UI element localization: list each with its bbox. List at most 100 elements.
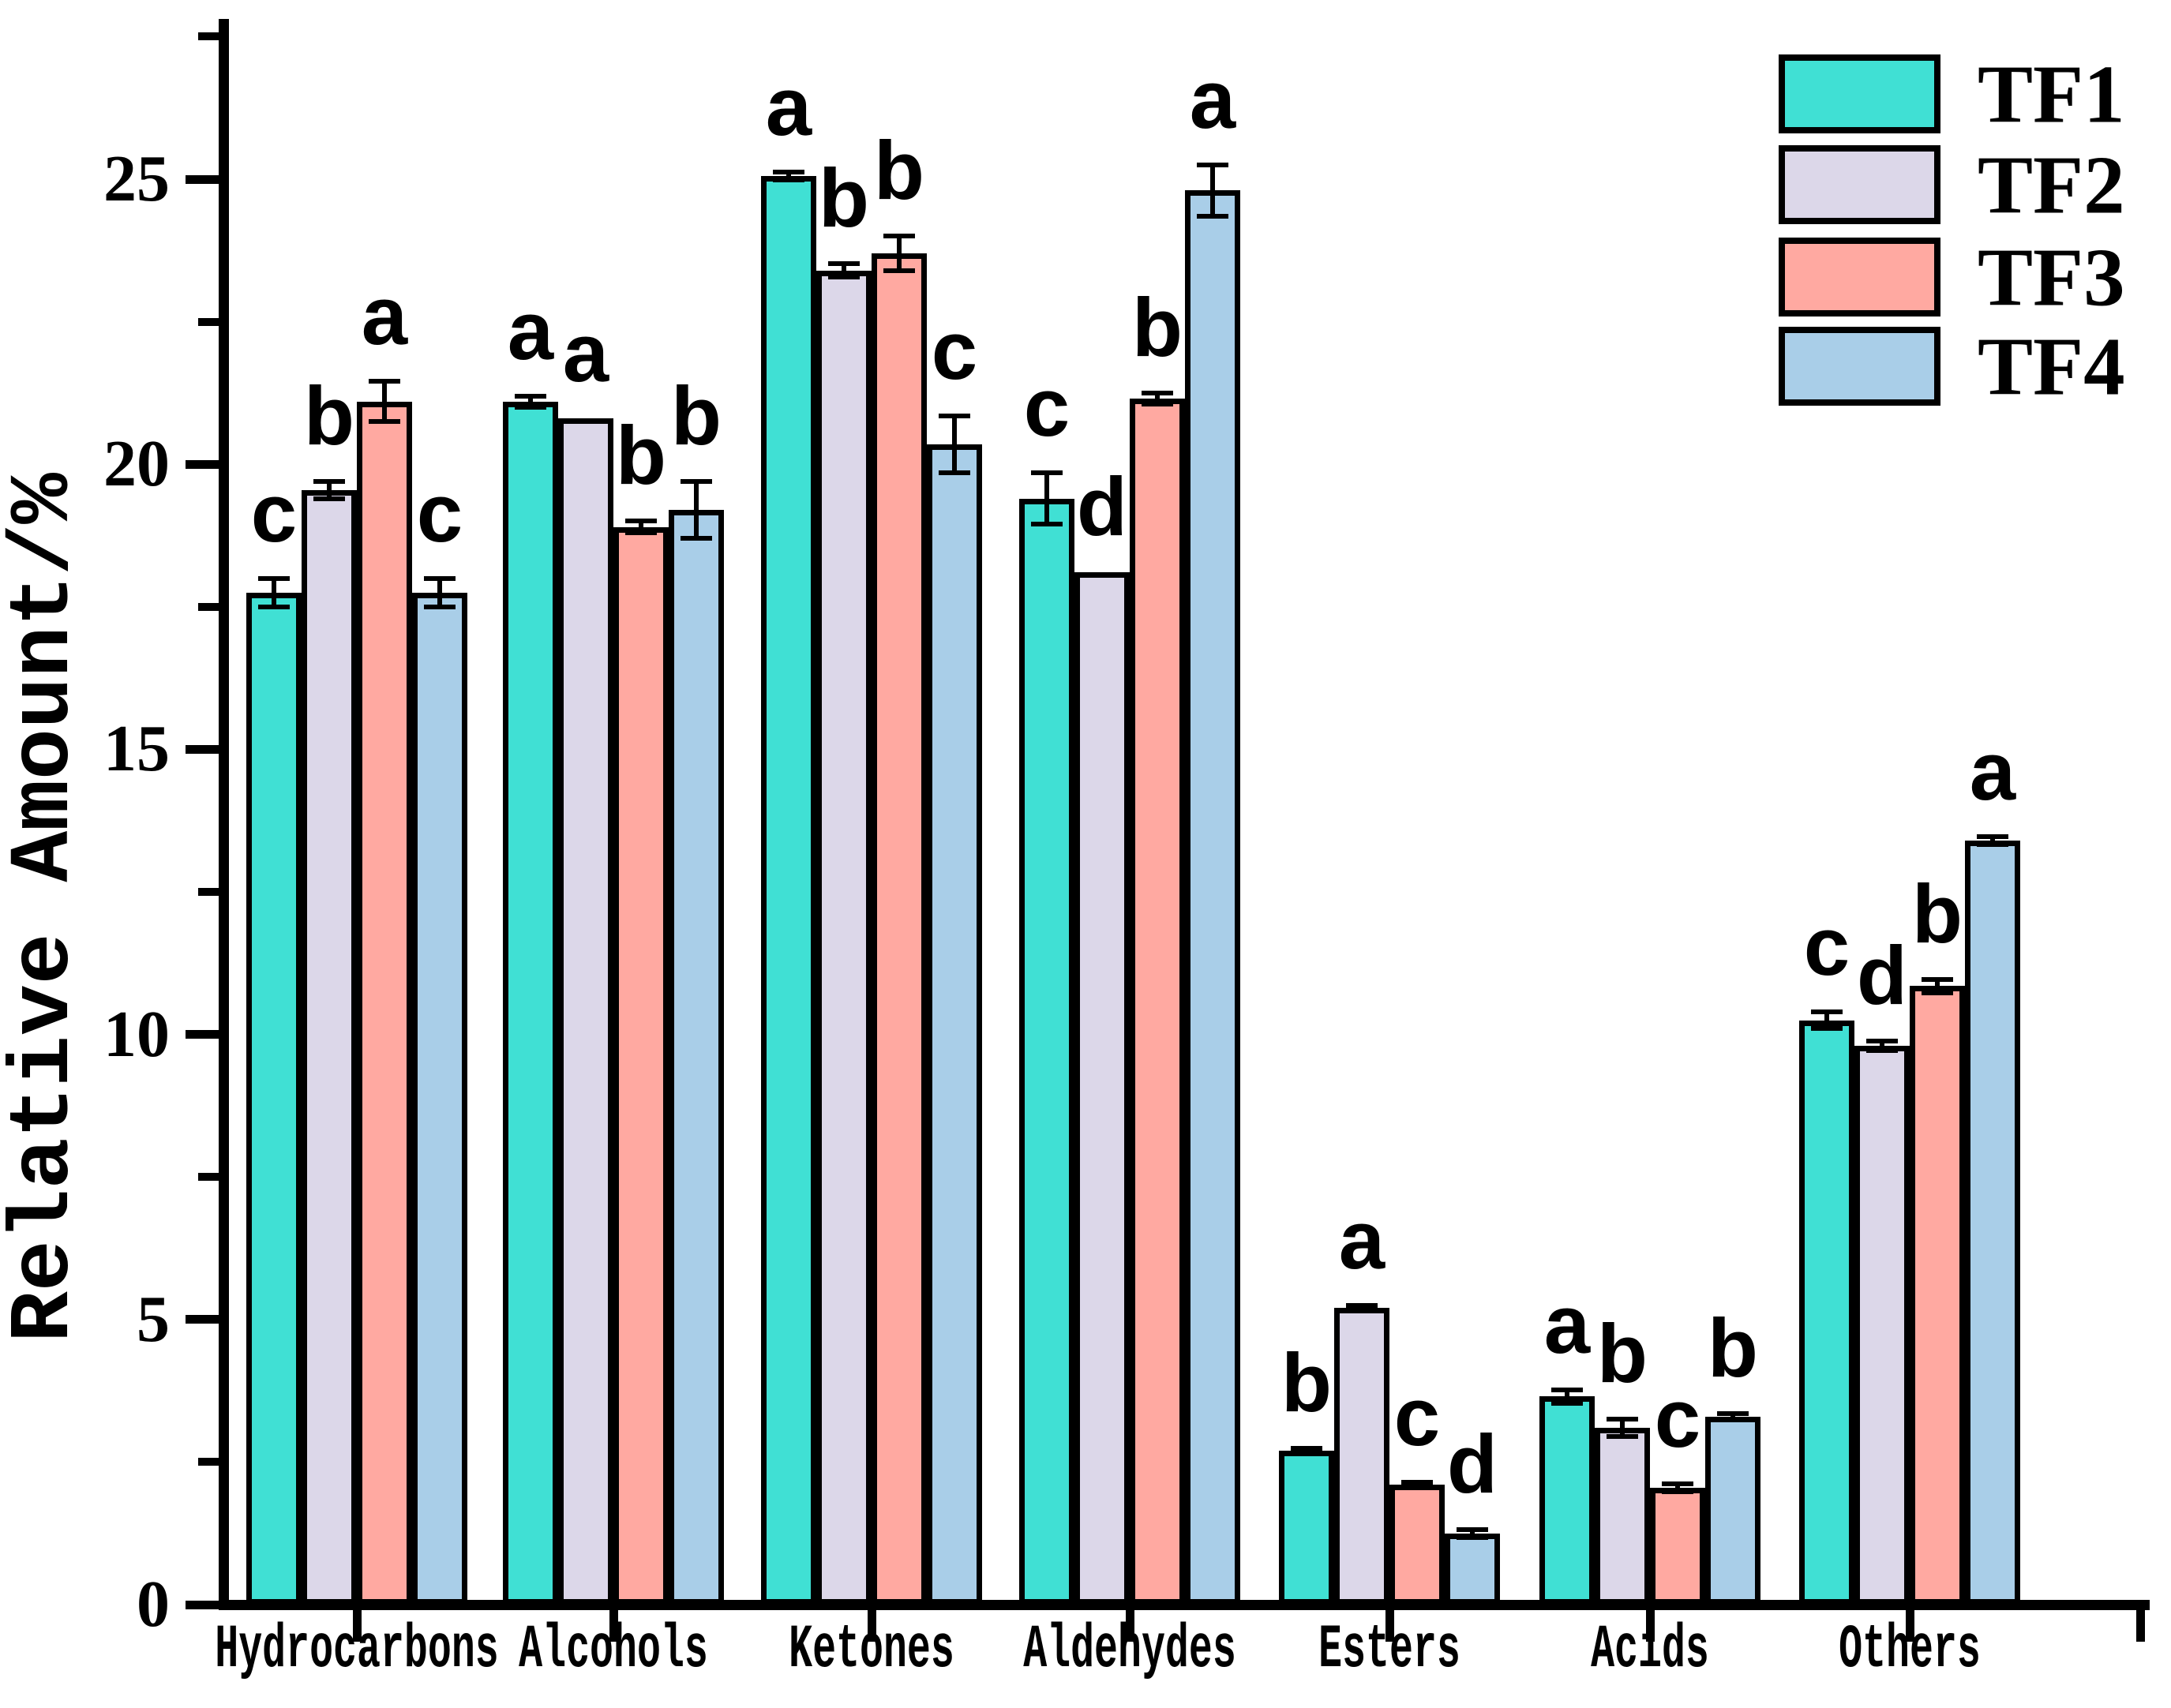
error-bar-cap-bottom xyxy=(424,604,456,609)
bar-acids-tf4 xyxy=(1705,1416,1760,1605)
y-axis-title: Relative Amount/% xyxy=(0,473,93,1343)
error-bar-cap-bottom xyxy=(883,268,915,273)
bar-alcohols-tf4 xyxy=(669,509,724,1605)
error-bar-cap-top xyxy=(1866,1039,1898,1044)
error-bar-line xyxy=(897,236,902,271)
error-bar-line xyxy=(1730,1413,1735,1420)
legend-label-tf1: TF1 xyxy=(1978,47,2125,140)
error-bar-line xyxy=(382,381,387,421)
y-axis-major-tick xyxy=(186,1315,219,1324)
bar-hydrocarbons-tf1 xyxy=(246,592,302,1605)
legend-label-tf3: TF3 xyxy=(1978,230,2125,324)
bar-aldehydes-tf2 xyxy=(1074,572,1130,1605)
error-bar-line xyxy=(528,395,533,407)
error-bar-line xyxy=(1880,1041,1884,1051)
error-bar-cap-bottom xyxy=(1866,1047,1898,1053)
bar-ketones-tf3 xyxy=(872,253,927,1605)
error-bar-line xyxy=(1044,473,1049,525)
bar-hydrocarbons-tf2 xyxy=(302,489,357,1605)
error-bar-cap-bottom xyxy=(1346,1308,1378,1313)
bar-esters-tf3 xyxy=(1389,1485,1445,1605)
sig-letter-acids-tf1: a xyxy=(1543,1278,1591,1371)
error-bar-cap-top xyxy=(313,478,345,484)
y-axis-tick-label: 5 xyxy=(137,1282,170,1356)
error-bar-cap-bottom xyxy=(258,604,290,609)
y-axis-tick-label: 20 xyxy=(103,427,170,501)
bar-hydrocarbons-tf3 xyxy=(357,401,412,1605)
sig-letter-hydrocarbons-tf4: c xyxy=(416,466,463,560)
error-bar-cap-top xyxy=(258,575,290,581)
error-bar-cap-bottom xyxy=(1197,213,1228,219)
y-axis-tick-label: 0 xyxy=(137,1568,170,1641)
x-axis-tick xyxy=(1125,1610,1134,1642)
x-axis-tick xyxy=(1645,1610,1655,1642)
error-bar-cap-top xyxy=(1457,1526,1488,1532)
error-bar-line xyxy=(327,481,332,499)
error-bar-cap-bottom xyxy=(1977,842,2008,848)
error-bar-cap-bottom xyxy=(515,404,546,410)
legend-label-tf2: TF2 xyxy=(1978,138,2125,231)
y-axis-minor-tick xyxy=(198,317,219,326)
error-bar-line xyxy=(1470,1529,1475,1538)
bar-alcohols-tf2 xyxy=(558,418,613,1605)
y-axis-major-tick xyxy=(186,1030,219,1039)
error-bar-line xyxy=(639,521,643,533)
sig-letter-acids-tf3: c xyxy=(1654,1372,1701,1465)
y-axis-major-tick xyxy=(186,174,219,184)
error-bar-cap-bottom xyxy=(773,178,804,183)
x-axis-tick xyxy=(1905,1610,1914,1642)
bar-esters-tf4 xyxy=(1445,1533,1500,1605)
sig-letter-aldehydes-tf3: b xyxy=(1131,281,1183,374)
error-bar-cap-bottom xyxy=(1551,1400,1583,1406)
error-bar-cap-bottom xyxy=(1457,1534,1488,1540)
error-bar-cap-top xyxy=(424,575,456,581)
legend-swatch-tf3 xyxy=(1779,238,1940,317)
error-bar-cap-bottom xyxy=(681,536,712,541)
error-bar-line xyxy=(842,263,846,278)
sig-letter-others-tf2: d xyxy=(1856,930,1908,1023)
error-bar-cap-bottom xyxy=(1811,1026,1843,1032)
error-bar-line xyxy=(1935,979,1940,993)
sig-letter-alcohols-tf3: b xyxy=(615,410,667,503)
sig-letter-ketones-tf2: b xyxy=(818,152,870,245)
sig-letter-alcohols-tf1: a xyxy=(507,284,554,377)
bar-aldehydes-tf4 xyxy=(1185,190,1240,1605)
sig-letter-hydrocarbons-tf1: c xyxy=(250,466,298,560)
error-bar-line xyxy=(952,415,957,474)
y-axis-minor-tick xyxy=(198,32,219,41)
sig-letter-ketones-tf3: b xyxy=(873,125,925,218)
error-bar-cap-bottom xyxy=(1607,1433,1638,1439)
sig-letter-aldehydes-tf2: d xyxy=(1076,461,1128,554)
sig-letter-others-tf1: c xyxy=(1803,900,1850,993)
error-bar-cap-top xyxy=(625,519,657,524)
error-bar-cap-top xyxy=(1662,1481,1693,1486)
sig-letter-ketones-tf1: a xyxy=(765,61,812,154)
bar-alcohols-tf1 xyxy=(503,401,558,1605)
y-axis-major-tick xyxy=(186,1600,219,1609)
error-bar-cap-bottom xyxy=(313,496,345,501)
bar-ketones-tf1 xyxy=(761,176,816,1605)
error-bar-cap-top xyxy=(1142,390,1173,395)
error-bar-cap-bottom xyxy=(828,275,860,280)
bar-acids-tf1 xyxy=(1539,1396,1595,1605)
error-bar-cap-bottom xyxy=(625,530,657,535)
sig-letter-acids-tf4: b xyxy=(1707,1302,1759,1395)
sig-letter-hydrocarbons-tf2: b xyxy=(303,369,355,463)
error-bar-cap-bottom xyxy=(1031,522,1063,527)
error-bar-cap-top xyxy=(1811,1009,1843,1014)
sig-letter-alcohols-tf4: b xyxy=(670,369,722,463)
error-bar-line xyxy=(1565,1389,1569,1403)
error-bar-line xyxy=(1210,164,1215,216)
y-axis-major-tick xyxy=(186,459,219,469)
sig-letter-hydrocarbons-tf3: a xyxy=(361,270,408,363)
sig-letter-esters-tf1: b xyxy=(1280,1337,1333,1430)
bar-esters-tf2 xyxy=(1334,1308,1389,1605)
error-bar-cap-top xyxy=(773,170,804,175)
bar-alcohols-tf3 xyxy=(613,526,669,1605)
y-axis-tick-label: 10 xyxy=(103,997,170,1071)
sig-letter-alcohols-tf2: a xyxy=(562,307,609,400)
error-bar-cap-top xyxy=(939,413,970,418)
x-axis-tick xyxy=(609,1610,618,1642)
legend-swatch-tf4 xyxy=(1779,327,1940,406)
